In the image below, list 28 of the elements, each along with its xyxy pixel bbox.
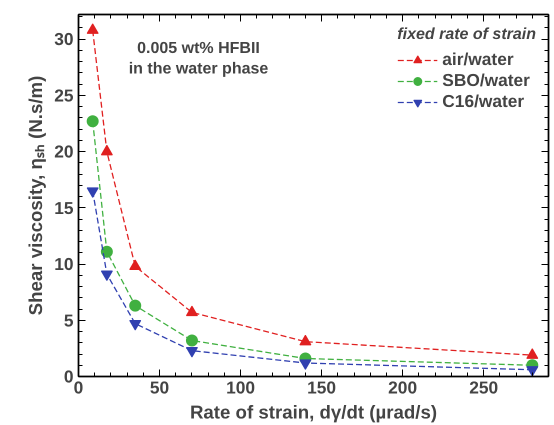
point [86,115,99,128]
annotation: 0.005 wt% HFBII in the water phase [128,40,268,78]
point [129,300,142,312]
point [86,23,99,34]
y-tick-label: 10 [54,254,74,274]
y-axis-title: Shear viscosity, ηₛₕ (N.s/m) [25,76,46,316]
point [129,320,142,331]
x-tick-label: 50 [150,378,170,398]
legend-label: air/water [442,49,514,70]
point [186,334,198,347]
x-tick-label: 250 [469,378,498,398]
y-tick-label: 15 [54,198,74,218]
legend-title: fixed rate of strain [397,26,536,44]
x-tick-label: 100 [226,378,256,398]
legend-label: SBO/water [442,70,530,91]
point [299,359,312,370]
point [186,346,198,358]
y-tick-label: 25 [54,85,74,106]
x-tick-label: 200 [388,378,418,398]
legend-label: C16/water [442,91,524,112]
x-tick-label: 150 [307,378,336,398]
point [100,246,113,258]
point [526,366,538,376]
x-axis-title: Rate of strain, dγ/dt (µrad/s) [190,402,438,422]
point [100,144,113,156]
y-tick-label: 20 [54,142,74,162]
y-tick-label: 5 [64,310,74,330]
y-tick-label: 30 [54,29,74,50]
